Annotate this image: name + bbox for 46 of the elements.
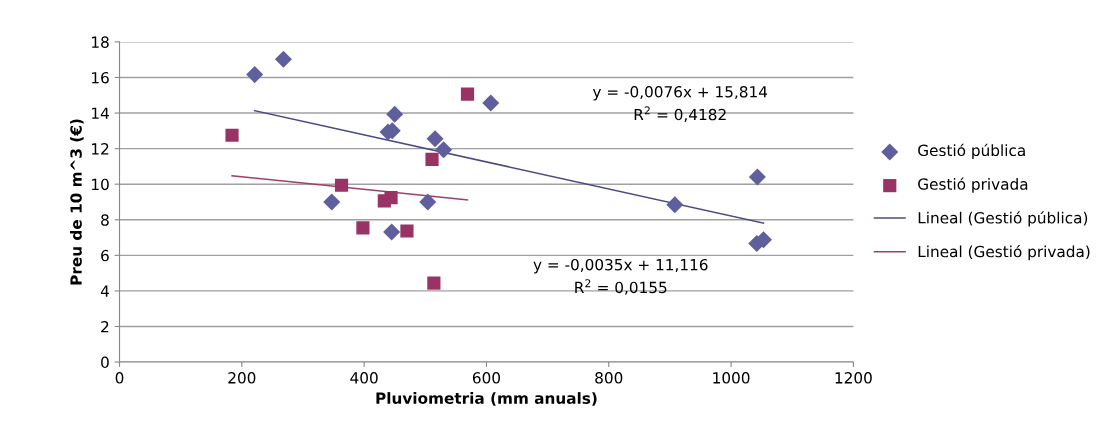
point — [435, 141, 453, 159]
point — [383, 223, 401, 241]
x-tick-label: 1000 — [713, 372, 750, 384]
y-tick-label: 0 — [101, 356, 109, 369]
point — [356, 221, 370, 235]
point — [323, 193, 341, 211]
point — [334, 178, 349, 192]
y-axis-title: Preu de 10 m^3 (€) — [70, 119, 84, 285]
point — [425, 152, 439, 166]
point — [246, 66, 264, 84]
y-tick-label: 12 — [92, 143, 109, 155]
y-tick-label: 8 — [101, 214, 109, 226]
annotation: R$^{2}$ = 0,4182 — [634, 106, 726, 122]
x-axis-title: Pluviometria (mm anuals) — [376, 392, 597, 406]
annotation: y = -0,0035x + 11,116 — [533, 258, 708, 274]
y-tick-label: 4 — [100, 285, 109, 297]
point — [225, 128, 239, 142]
y-tick-label: 18 — [92, 36, 109, 48]
legend-label: Gestió privada — [918, 177, 1028, 193]
x-tick-label: 200 — [228, 372, 256, 384]
point — [386, 105, 404, 123]
x-tick-label: 0 — [115, 372, 124, 384]
point — [426, 130, 444, 148]
annotation: y = -0,0076x + 15,814 — [592, 86, 768, 101]
x-tick-label: 400 — [350, 372, 378, 384]
y-tick-label: 2 — [101, 320, 109, 333]
legend-label: Lineal (Gestió privada) — [918, 244, 1090, 261]
y-tick-label: 16 — [92, 71, 109, 84]
point — [460, 87, 475, 101]
point — [384, 191, 398, 205]
x-tick-label: 800 — [595, 372, 623, 384]
x-tick-label: 600 — [472, 372, 501, 384]
legend-label: Gestió pública — [918, 143, 1025, 160]
point — [748, 168, 766, 186]
point — [666, 196, 684, 214]
point — [274, 50, 292, 68]
point — [427, 276, 441, 290]
point — [482, 94, 500, 112]
legend-label: Lineal (Gestió pública) — [918, 211, 1088, 227]
y-tick-label: 6 — [101, 249, 109, 262]
annotation: R$^{2}$ = 0,0155 — [575, 279, 667, 295]
x-tick-label: 1200 — [835, 372, 872, 384]
point — [419, 193, 437, 211]
point — [400, 224, 414, 238]
y-tick-label: 14 — [92, 107, 109, 119]
y-tick-label: 10 — [92, 178, 109, 191]
